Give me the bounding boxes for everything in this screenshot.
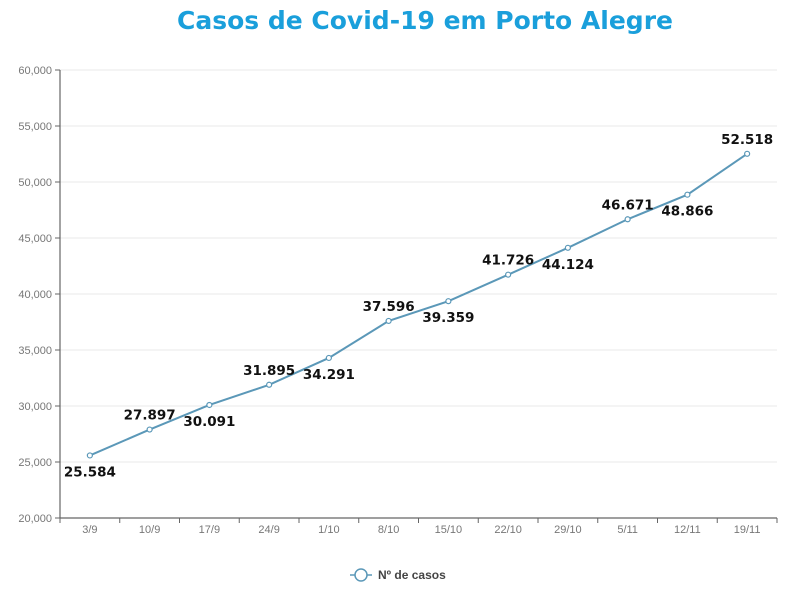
data-label: 34.291 bbox=[303, 367, 355, 383]
legend-label: Nº de casos bbox=[378, 568, 446, 582]
y-tick-label: 45,000 bbox=[18, 233, 52, 245]
y-axis: 20,000 25,000 30,000 35,000 40,000 45,000 50,0… bbox=[18, 65, 61, 525]
data-point-marker[interactable] bbox=[744, 150, 751, 157]
data-point-marker[interactable] bbox=[266, 381, 273, 388]
y-tick-label: 50,000 bbox=[18, 177, 52, 189]
data-label: 31.895 bbox=[243, 363, 295, 379]
y-tick-label: 20,000 bbox=[18, 513, 52, 525]
data-point-marker[interactable] bbox=[206, 401, 213, 409]
y-tick-label: 30,000 bbox=[18, 401, 52, 413]
data-label: 39.359 bbox=[422, 310, 474, 326]
gridlines bbox=[60, 69, 777, 463]
data-label: 30.091 bbox=[183, 414, 235, 430]
x-tick-label: 5/11 bbox=[617, 524, 638, 536]
data-point-marker[interactable] bbox=[146, 426, 153, 433]
x-tick-label: 17/9 bbox=[199, 524, 220, 536]
data-label: 48.866 bbox=[661, 204, 713, 220]
data-label: 46.671 bbox=[602, 197, 654, 213]
x-tick-label: 3/9 bbox=[82, 524, 97, 536]
legend[interactable]: Nº de casos bbox=[350, 568, 446, 582]
series-line-path bbox=[89, 152, 748, 457]
data-point-marker[interactable] bbox=[505, 271, 512, 278]
legend-marker-icon bbox=[354, 568, 368, 582]
series-line bbox=[86, 150, 751, 459]
x-tick-label: 8/10 bbox=[378, 524, 399, 536]
data-label: 37.596 bbox=[363, 299, 415, 315]
chart-title: Casos de Covid-19 em Porto Alegre bbox=[177, 6, 673, 35]
x-tick-label: 29/10 bbox=[554, 524, 582, 536]
data-point-marker[interactable] bbox=[624, 216, 631, 223]
x-tick-label: 22/10 bbox=[494, 524, 522, 536]
data-label: 25.584 bbox=[64, 464, 116, 480]
data-labels: 25.584 27.897 30.091 31.895 34.291 37.596 39.3… bbox=[64, 132, 773, 481]
x-tick-label: 15/10 bbox=[435, 524, 463, 536]
y-tick-label: 40,000 bbox=[18, 289, 52, 301]
data-point-marker[interactable] bbox=[86, 452, 93, 459]
y-tick-label: 35,000 bbox=[18, 345, 52, 357]
data-point-marker[interactable] bbox=[385, 317, 392, 325]
x-tick-label: 24/9 bbox=[258, 524, 279, 536]
x-tick-label: 19/11 bbox=[734, 524, 761, 536]
data-point-marker[interactable] bbox=[684, 191, 691, 198]
x-axis: 3/9 10/9 17/9 24/9 1/10 8/10 15/10 22/10 29/10 5/… bbox=[59, 517, 778, 536]
data-label: 52.518 bbox=[721, 132, 773, 148]
y-tick-label: 55,000 bbox=[18, 121, 52, 133]
x-tick-label: 1/10 bbox=[318, 524, 339, 536]
y-tick-label: 60,000 bbox=[18, 65, 52, 77]
data-point-marker[interactable] bbox=[325, 354, 332, 362]
data-label: 27.897 bbox=[124, 408, 176, 424]
x-tick-label: 12/11 bbox=[674, 524, 701, 536]
data-point-marker[interactable] bbox=[445, 298, 452, 305]
data-point-marker[interactable] bbox=[564, 244, 571, 251]
data-label: 41.726 bbox=[482, 253, 534, 269]
data-label: 44.124 bbox=[542, 257, 594, 273]
y-tick-label: 25,000 bbox=[18, 457, 52, 469]
x-tick-label: 10/9 bbox=[139, 524, 160, 536]
